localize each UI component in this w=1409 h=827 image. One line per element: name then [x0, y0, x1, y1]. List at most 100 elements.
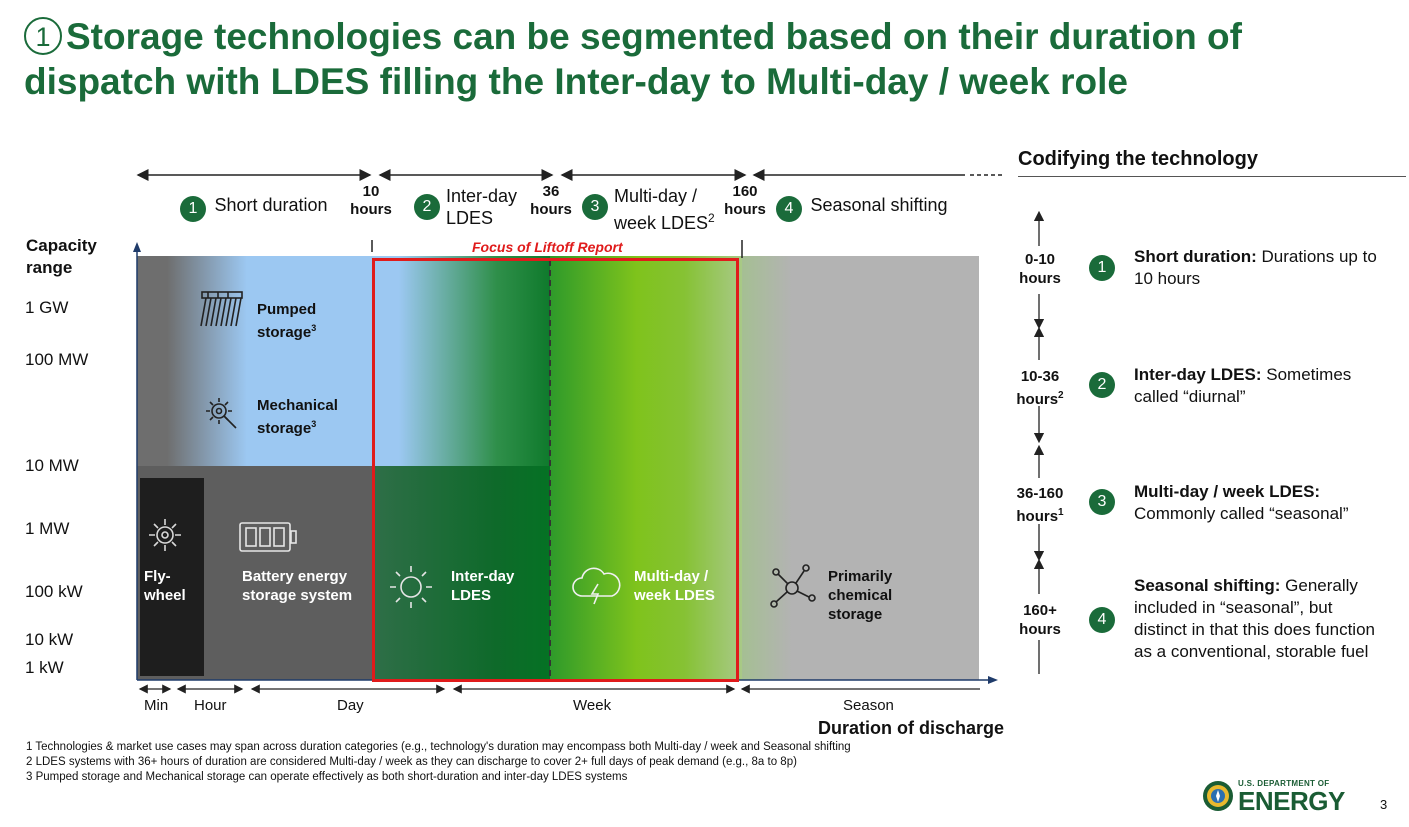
segment-3: 3	[582, 194, 608, 220]
battery-icon	[238, 520, 298, 554]
footnotes: 1 Technologies & market use cases may sp…	[26, 740, 851, 785]
flywheel-region	[140, 478, 204, 676]
y-label-100kw: 100 kW	[25, 582, 83, 601]
segment-4-label: Seasonal shifting	[810, 195, 948, 215]
range-line1: 36-160	[1016, 485, 1064, 502]
range-sup: 1	[1058, 507, 1064, 518]
range-line1: 10-36	[1020, 368, 1060, 385]
segment-1: 1 Short duration	[180, 194, 328, 222]
segment-2-label-line2: LDES	[446, 208, 494, 228]
right-panel-arrows	[1033, 210, 1045, 674]
right-panel-divider	[1018, 176, 1406, 177]
y-label-10kw: 10 kW	[25, 630, 74, 649]
mechanical-storage-label: Mechanical storage3	[257, 396, 338, 438]
pumped-sup: 3	[311, 323, 317, 333]
segment-3-label-line2: week LDES	[614, 213, 709, 233]
title-number-badge: 1	[24, 17, 62, 55]
pumped-line1: Pumped	[257, 301, 317, 318]
range-line2: hours	[1016, 508, 1059, 525]
gear-icon	[146, 516, 184, 554]
y-label-1kw: 1 kW	[25, 658, 64, 677]
item-2-text-a: Sometimes	[1261, 365, 1352, 384]
segment-4-number: 4	[776, 196, 802, 222]
interday-line2: LDES	[451, 587, 492, 604]
range-160-plus: 160+ hours	[1010, 601, 1070, 639]
x-label-day: Day	[337, 697, 364, 714]
item-2-text-b: called “diurnal”	[1134, 387, 1246, 406]
seasonal-region	[742, 256, 792, 680]
item-4-text-a: Generally	[1280, 576, 1358, 595]
page-title: 1 Storage technologies can be segmented b…	[24, 14, 1344, 104]
boundary-unit: hours	[530, 201, 572, 218]
item-4-circle: 4	[1089, 607, 1115, 633]
segment-3-sup: 2	[708, 211, 715, 225]
y-label-10mw: 10 MW	[25, 456, 79, 475]
boundary-36-hours: 36 hours	[526, 183, 576, 219]
upper-left-region	[137, 256, 372, 466]
segment-2-label-line1: Inter-day	[446, 186, 518, 206]
sun-icon	[388, 564, 434, 610]
molecule-icon	[768, 562, 818, 612]
interday-lower-region	[372, 466, 550, 680]
storm-cloud-icon	[570, 566, 622, 608]
item-1-circle: 1	[1089, 255, 1115, 281]
pumped-storage-label: Pumped storage3	[257, 300, 316, 342]
range-sup: 2	[1058, 390, 1064, 401]
chemical-line3: storage	[828, 606, 883, 623]
title-text: Storage technologies can be segmented ba…	[24, 16, 1242, 102]
boundary-160-hours: 160 hours	[720, 183, 770, 219]
segment-arrows	[136, 169, 1002, 181]
flywheel-label: Fly- wheel	[144, 567, 186, 605]
focus-label: Focus of Liftoff Report	[472, 239, 623, 255]
x-label-hour: Hour	[194, 697, 227, 714]
boundary-value: 36	[542, 183, 560, 200]
right-panel-title: Codifying the technology	[1018, 148, 1258, 170]
range-0-10: 0-10 hours	[1010, 250, 1070, 288]
y-label-1mw: 1 MW	[25, 519, 70, 538]
x-axis-title: Duration of discharge	[818, 718, 1005, 738]
x-label-min: Min	[144, 697, 169, 714]
item-1-bold: Short duration:	[1134, 247, 1257, 266]
footnote-2: 2 LDES systems with 36+ hours of duratio…	[26, 756, 797, 768]
boundary-unit: hours	[350, 201, 392, 218]
interday-line1: Inter-day	[451, 568, 515, 585]
item-2-number: 2	[1089, 372, 1115, 398]
multiday-line1: Multi-day /	[634, 568, 709, 585]
mechanical-line1: Mechanical	[257, 397, 338, 414]
multiday-region	[550, 256, 742, 680]
interday-label: Inter-day LDES	[451, 567, 514, 605]
item-1-text-b: 10 hours	[1134, 269, 1201, 288]
segment-2: 2	[414, 194, 440, 220]
item-3-text: Multi-day / week LDES: Commonly called “…	[1134, 481, 1409, 525]
multiday-line2: week LDES	[634, 587, 715, 604]
footnote-1: 1 Technologies & market use cases may sp…	[26, 741, 851, 753]
boundary-unit: hours	[724, 201, 766, 218]
segment-2-number: 2	[414, 194, 440, 220]
x-label-week: Week	[573, 697, 612, 714]
item-3-bold: Multi-day / week LDES:	[1134, 482, 1321, 501]
multiday-label: Multi-day / week LDES	[634, 567, 715, 605]
segment-1-number: 1	[180, 196, 206, 222]
item-3-number: 3	[1089, 489, 1115, 515]
item-1-text-a: Durations up to	[1256, 247, 1377, 266]
segment-3-label: Multi-day / week LDES2	[614, 185, 715, 234]
chemical-line2: chemical	[828, 587, 893, 604]
page-number: 3	[1380, 797, 1388, 812]
item-2-bold: Inter-day LDES:	[1134, 365, 1262, 384]
boundary-10-hours: 10 hours	[346, 183, 396, 219]
y-axis-title-line1: Capacity	[26, 236, 97, 255]
range-line2: hours	[1019, 621, 1061, 638]
x-axis-arrows	[138, 684, 980, 694]
item-4-text-c: distinct in that this does function	[1134, 620, 1375, 639]
pumped-storage-icon	[198, 290, 246, 330]
y-axis-title: Capacity range	[26, 235, 97, 279]
chemical-label: Primarily chemical storage	[828, 567, 892, 624]
pumped-line2: storage	[257, 324, 312, 341]
segment-1-label: Short duration	[214, 195, 328, 215]
boundary-value: 10	[362, 183, 380, 200]
item-4-text-d: as a conventional, storable fuel	[1134, 642, 1369, 661]
mechanical-line2: storage	[257, 420, 312, 437]
flywheel-line1: Fly-	[144, 568, 171, 585]
item-1-text: Short duration: Durations up to 10 hours	[1134, 246, 1409, 290]
range-line2: hours	[1019, 270, 1061, 287]
